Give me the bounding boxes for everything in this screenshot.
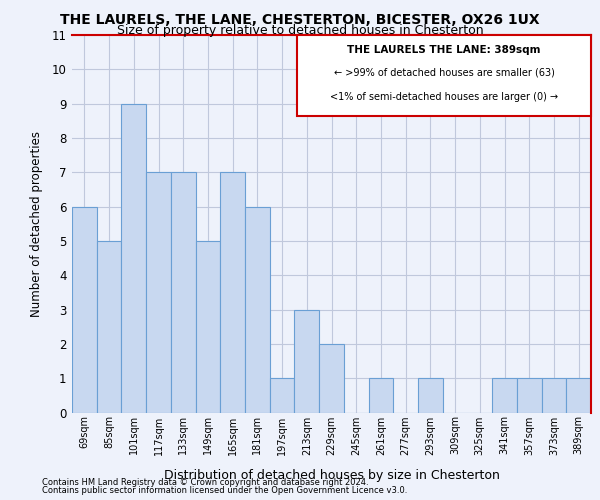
Bar	[97, 241, 121, 412]
Bar	[418, 378, 443, 412]
Text: THE LAURELS THE LANE: 389sqm: THE LAURELS THE LANE: 389sqm	[347, 44, 541, 54]
Bar	[146, 172, 171, 412]
Text: Contains public sector information licensed under the Open Government Licence v3: Contains public sector information licen…	[42, 486, 407, 495]
Bar	[72, 206, 97, 412]
Text: Contains HM Land Registry data © Crown copyright and database right 2024.: Contains HM Land Registry data © Crown c…	[42, 478, 368, 487]
Bar	[220, 172, 245, 412]
Bar	[121, 104, 146, 412]
Text: <1% of semi-detached houses are larger (0) →: <1% of semi-detached houses are larger (…	[330, 92, 558, 102]
Bar	[492, 378, 517, 412]
Bar	[171, 172, 196, 412]
Text: Size of property relative to detached houses in Chesterton: Size of property relative to detached ho…	[116, 24, 484, 37]
Text: THE LAURELS, THE LANE, CHESTERTON, BICESTER, OX26 1UX: THE LAURELS, THE LANE, CHESTERTON, BICES…	[60, 12, 540, 26]
Y-axis label: Number of detached properties: Number of detached properties	[30, 130, 43, 317]
Bar	[368, 378, 393, 412]
X-axis label: Distribution of detached houses by size in Chesterton: Distribution of detached houses by size …	[164, 468, 499, 481]
Text: ← >99% of detached houses are smaller (63): ← >99% of detached houses are smaller (6…	[334, 68, 554, 78]
Bar	[542, 378, 566, 412]
Bar	[517, 378, 542, 412]
Bar	[270, 378, 295, 412]
Bar	[319, 344, 344, 412]
Bar	[566, 378, 591, 412]
Bar	[295, 310, 319, 412]
Bar	[196, 241, 220, 412]
FancyBboxPatch shape	[297, 35, 591, 116]
Bar	[245, 206, 270, 412]
